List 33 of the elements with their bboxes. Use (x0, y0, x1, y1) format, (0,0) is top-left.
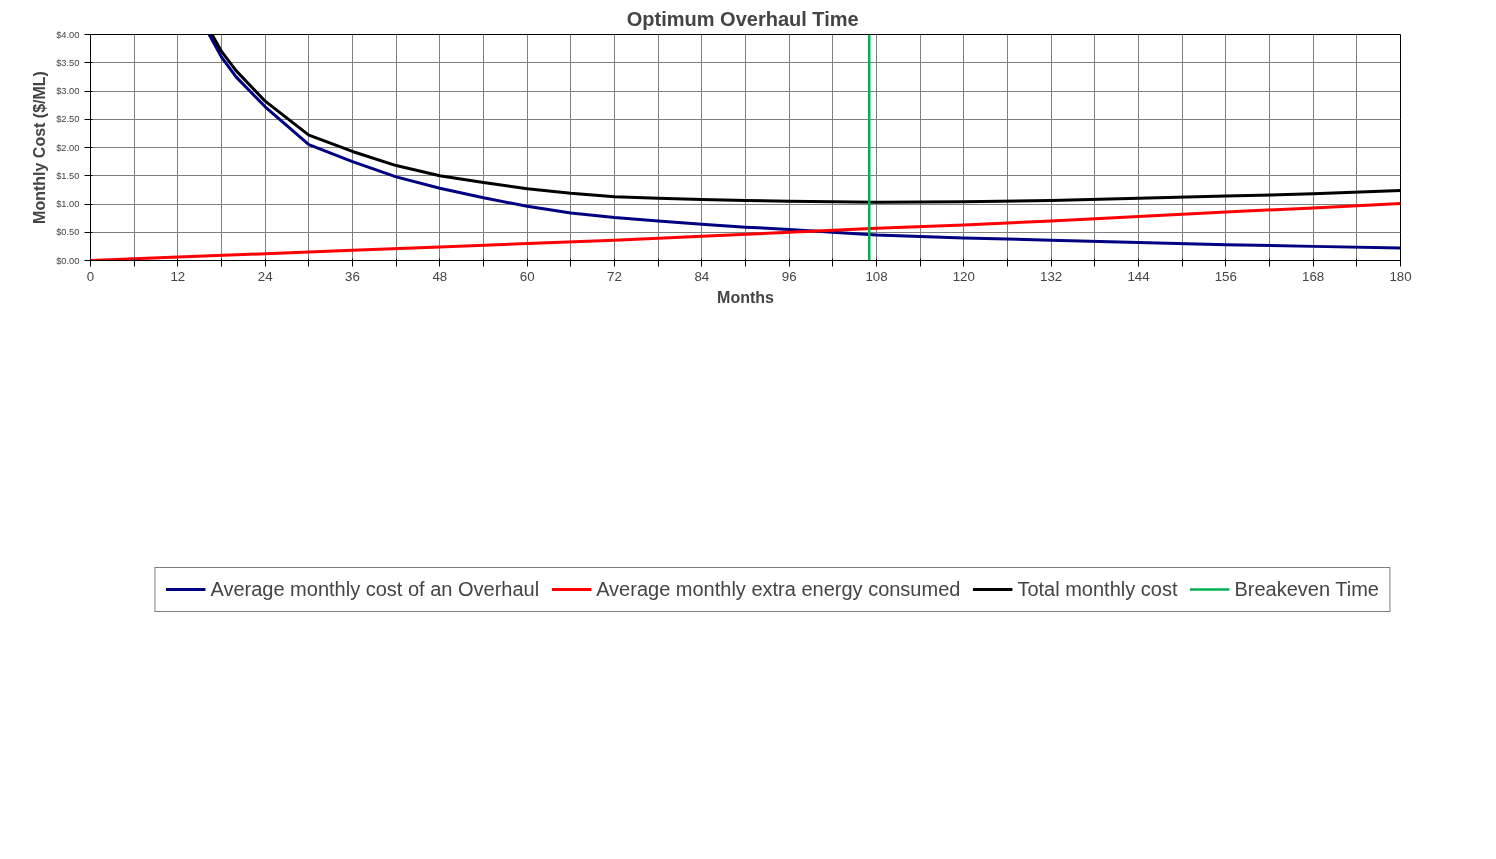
y-tick-label: $3.00 (56, 86, 80, 96)
legend-label: Average monthly extra energy consumed (596, 577, 961, 601)
x-tick-label: 96 (781, 268, 797, 284)
x-axis-title: Months (717, 288, 775, 306)
x-tick-label: 120 (952, 268, 975, 284)
y-axis-title: Monthly Cost ($/ML) (31, 71, 49, 224)
x-tick-label: 168 (1302, 268, 1325, 284)
y-tick-label: $1.00 (56, 199, 80, 209)
legend-label: Average monthly cost of an Overhaul (210, 577, 540, 601)
x-tick-label: 72 (607, 268, 622, 284)
x-tick-label: 180 (1389, 268, 1412, 284)
y-tick-label: $2.00 (56, 142, 80, 153)
x-tick-label: 36 (345, 268, 360, 284)
line-series (207, 34, 1401, 250)
y-tick-label: $1.50 (56, 170, 80, 181)
x-tick-label: 12 (170, 268, 186, 284)
chart-title: Optimum Overhaul Time (626, 7, 859, 30)
x-tick-label: 108 (865, 268, 888, 284)
x-tick-label: 0 (86, 268, 95, 284)
x-tick-label: 60 (519, 268, 535, 284)
x-tick-label: 24 (257, 268, 274, 284)
x-tick-label: 48 (432, 268, 448, 284)
legend-label: Breakeven Time (1234, 577, 1379, 601)
x-tick-label: 144 (1127, 268, 1151, 284)
x-tick-label: 156 (1214, 268, 1237, 284)
y-tick-label: $4.00 (56, 29, 80, 40)
x-tick-label: 84 (694, 268, 710, 284)
y-tick-label: $0.50 (56, 227, 80, 238)
y-tick-label: $2.50 (56, 114, 80, 125)
y-tick-label: $0.00 (56, 255, 80, 266)
legend-label: Total monthly cost (1017, 577, 1178, 601)
x-tick-label: 132 (1040, 268, 1063, 284)
y-tick-label: $3.50 (56, 57, 80, 68)
